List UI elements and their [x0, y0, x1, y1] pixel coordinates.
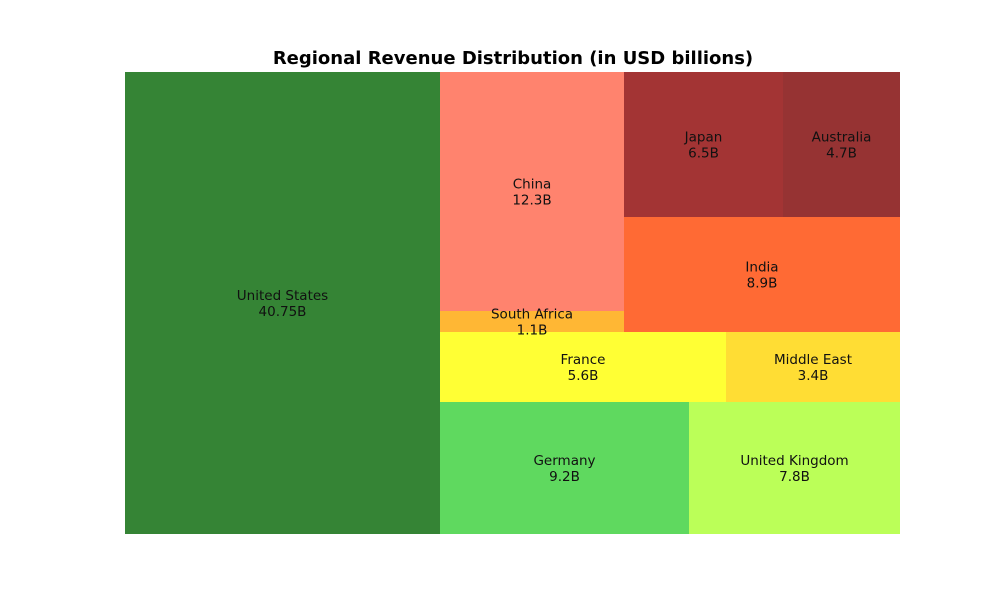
tile-value: 8.9B	[747, 276, 778, 292]
tile-label-france: France 5.6B	[561, 352, 606, 384]
tile-value: 7.8B	[779, 469, 810, 485]
tile-name: United Kingdom	[740, 453, 848, 469]
tile-name: Middle East	[774, 352, 852, 368]
tile-germany	[440, 402, 689, 534]
tile-label-south-africa: South Africa 1.1B	[491, 307, 573, 339]
tile-name: South Africa	[491, 307, 573, 323]
tile-label-germany: Germany 9.2B	[533, 453, 595, 485]
tile-united-states	[125, 72, 440, 534]
tile-name: Australia	[812, 130, 872, 146]
tile-label-united-kingdom: United Kingdom 7.8B	[740, 453, 848, 485]
tile-name: Germany	[533, 453, 595, 469]
tile-label-india: India 8.9B	[745, 260, 778, 292]
tile-value: 6.5B	[688, 146, 719, 162]
tile-label-china: China 12.3B	[512, 177, 551, 209]
tile-france	[440, 332, 726, 402]
treemap-tiles: United States 40.75B China 12.3B South Afric…	[125, 72, 900, 534]
tile-label-united-states: United States 40.75B	[237, 288, 328, 320]
tile-south-africa	[440, 311, 624, 332]
chart-title: Regional Revenue Distribution (in USD bi…	[273, 48, 753, 69]
tile-australia	[783, 72, 900, 217]
tile-china	[440, 72, 624, 311]
tile-value: 5.6B	[568, 368, 599, 384]
tile-value: 3.4B	[798, 368, 829, 384]
tile-middle-east	[726, 332, 900, 402]
tile-india	[624, 217, 900, 332]
tile-name: United States	[237, 288, 328, 304]
tile-value: 12.3B	[512, 193, 551, 209]
tile-value: 1.1B	[517, 323, 548, 339]
tile-value: 9.2B	[549, 469, 580, 485]
tile-name: France	[561, 352, 606, 368]
tile-label-japan: Japan 6.5B	[684, 130, 723, 162]
tile-name: India	[745, 260, 778, 276]
tile-united-kingdom	[689, 402, 900, 534]
tile-label-middle-east: Middle East 3.4B	[774, 352, 852, 384]
tile-name: China	[513, 177, 552, 193]
tile-value: 40.75B	[259, 304, 307, 320]
tile-value: 4.7B	[826, 146, 857, 162]
tile-japan	[624, 72, 783, 217]
tile-name: Japan	[684, 130, 723, 146]
tile-label-australia: Australia 4.7B	[812, 130, 872, 162]
